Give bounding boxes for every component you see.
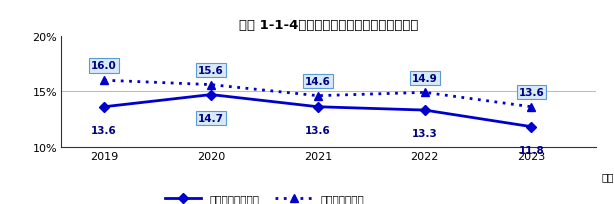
Text: 13.3: 13.3 [412,129,438,139]
Text: 14.7: 14.7 [198,113,224,123]
Text: 15.6: 15.6 [198,65,224,75]
Title: 図表 1-1-4　訪問介護員と介護職員の離職率: 図表 1-1-4 訪問介護員と介護職員の離職率 [239,19,418,31]
Text: 14.6: 14.6 [305,76,331,86]
Text: 13.6: 13.6 [91,125,117,135]
Text: 13.6: 13.6 [519,88,545,98]
Text: 16.0: 16.0 [91,61,117,71]
Text: 13.6: 13.6 [305,125,331,135]
Text: 11.8: 11.8 [519,145,545,155]
Text: 14.9: 14.9 [412,73,438,83]
Text: （年度）: （年度） [601,172,614,182]
Legend: 訪問介護員離職率, 介護職員離職率: 訪問介護員離職率, 介護職員離職率 [161,190,368,204]
